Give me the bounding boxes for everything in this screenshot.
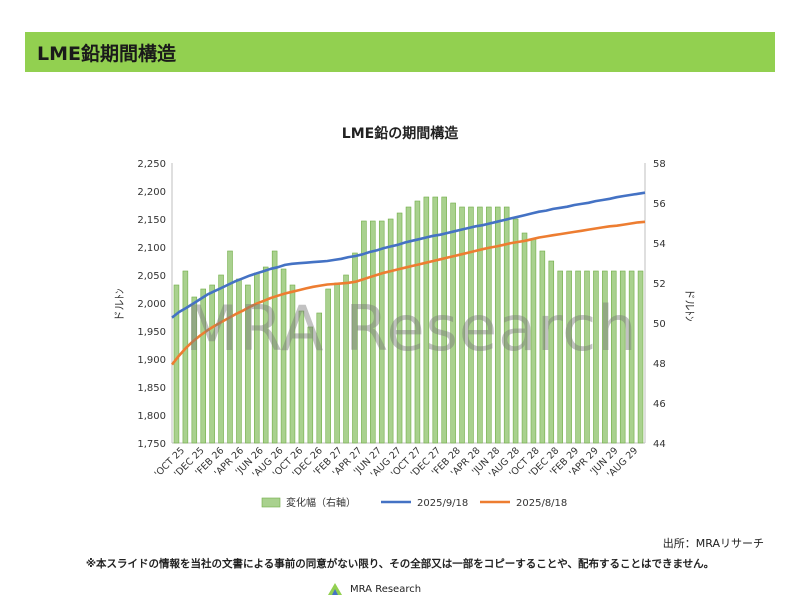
bar [298, 310, 305, 444]
source-note: 出所：MRAリサーチ [662, 537, 764, 550]
y2-tick-label: 46 [653, 399, 666, 410]
bar [245, 284, 251, 444]
y-tick-label: 1,750 [137, 439, 166, 450]
bar-series [173, 196, 644, 444]
y2-tick-label: 52 [653, 279, 666, 290]
bar [352, 252, 358, 444]
bar [566, 270, 572, 444]
bar [503, 206, 510, 444]
y-axis-label-right: ドルﾄﾝ [683, 289, 696, 322]
y-tick-label: 1,950 [137, 327, 166, 338]
bar [459, 206, 465, 444]
y-tick-label: 2,050 [137, 271, 166, 282]
bar [289, 284, 296, 444]
y2-tick-label: 56 [653, 199, 666, 210]
legend: 変化幅（右軸） 2025/9/18 2025/8/18 [261, 496, 567, 509]
bar [450, 202, 456, 444]
bar [619, 270, 626, 444]
bar [218, 274, 224, 444]
y-tick-label: 2,200 [137, 187, 166, 198]
legend-label: 変化幅（右軸） [286, 496, 356, 509]
series-line [170, 220, 646, 366]
bar [548, 260, 555, 444]
footer-logo-text: MRA Research [350, 583, 422, 595]
bar [325, 288, 331, 444]
bar [628, 270, 635, 444]
disclaimer: ※本スライドの情報を当社の文書による事前の同意がない限り、その全部又は一部をコピ… [85, 558, 715, 570]
y-tick-label: 1,850 [137, 383, 166, 394]
y-axis-label-left: ドルﾄﾝ [113, 289, 126, 322]
y-tick-label: 2,250 [137, 159, 166, 170]
bar [602, 270, 608, 444]
chart-title: LME鉛の期間構造 [342, 125, 458, 142]
line-series [170, 191, 646, 366]
bar [396, 212, 403, 444]
y2-tick-label: 44 [653, 439, 666, 450]
bar [512, 218, 519, 444]
y-tick-label: 2,150 [137, 215, 166, 226]
bar [530, 238, 537, 444]
bar [593, 270, 599, 444]
y2-tick-label: 54 [653, 239, 666, 250]
page-title: LME鉛期間構造 [37, 42, 176, 65]
bar [182, 270, 189, 444]
bar [191, 296, 198, 444]
y-tick-label: 2,100 [137, 243, 166, 254]
bar [262, 266, 269, 444]
bar [414, 200, 421, 444]
legend-label: 2025/8/18 [516, 498, 567, 509]
bar [209, 284, 215, 444]
bar [575, 270, 581, 444]
series-line [171, 191, 646, 319]
bar [334, 282, 340, 444]
bar [378, 220, 385, 444]
bar [584, 270, 590, 444]
bar [486, 206, 492, 444]
bar [468, 206, 474, 444]
bar [370, 220, 376, 444]
y2-tick-label: 50 [653, 319, 666, 330]
y-tick-label: 1,900 [137, 355, 166, 366]
bar [405, 206, 412, 444]
bar [280, 268, 287, 444]
bar [236, 278, 242, 444]
bar [200, 288, 206, 444]
bar [173, 284, 180, 444]
mra-logo-icon [328, 583, 342, 595]
bar [637, 270, 644, 444]
bar [521, 232, 528, 444]
bar [539, 250, 546, 444]
chart: LME鉛の期間構造 1,750 1,800 1,850 1,900 1,950 2,000… [113, 125, 696, 509]
bar [432, 196, 439, 444]
bar [557, 270, 563, 444]
header-bar: LME鉛期間構造 [25, 32, 775, 72]
bar [477, 206, 483, 444]
footer-logo: MRA Research [326, 580, 421, 598]
bar [423, 196, 430, 444]
bar [254, 272, 260, 444]
bar [343, 274, 349, 444]
bar [271, 250, 278, 444]
bar [361, 220, 367, 444]
legend-swatch [261, 497, 281, 508]
legend-label: 2025/9/18 [417, 498, 468, 509]
y-tick-label: 1,800 [137, 411, 166, 422]
bar [316, 312, 323, 444]
bar [611, 270, 617, 444]
bar [227, 250, 233, 444]
bar [387, 218, 394, 444]
y-tick-label: 2,000 [137, 299, 166, 310]
y2-tick-label: 58 [653, 159, 666, 170]
bar [494, 206, 501, 444]
bar [307, 326, 314, 444]
bar [441, 196, 447, 444]
y2-tick-label: 48 [653, 359, 666, 370]
